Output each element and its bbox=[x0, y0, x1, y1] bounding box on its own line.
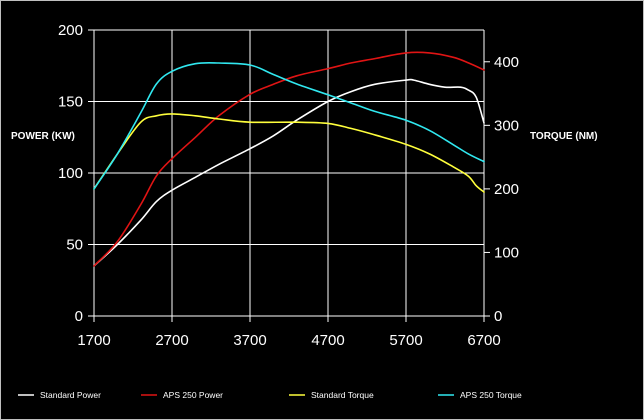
axes bbox=[88, 29, 490, 322]
y-left-tick-label: 150 bbox=[58, 94, 83, 111]
legend-label-aps-250-power: APS 250 Power bbox=[163, 390, 223, 400]
y-axis-left-label: POWER (KW) bbox=[11, 131, 75, 142]
y-right-tick-label: 400 bbox=[494, 54, 519, 71]
y-right-tick-label: 200 bbox=[494, 181, 519, 198]
legend-label-standard-power: Standard Power bbox=[40, 390, 101, 400]
y-axis-right-label: TORQUE (NM) bbox=[530, 131, 598, 142]
series-lines bbox=[93, 51, 485, 267]
x-tick-label: 6700 bbox=[467, 332, 500, 349]
y-left-tick-label: 100 bbox=[58, 165, 83, 182]
y-right-tick-label: 100 bbox=[494, 244, 519, 261]
y-left-tick-label: 200 bbox=[58, 22, 83, 39]
y-right-tick-label: 300 bbox=[494, 117, 519, 134]
y-left-tick-label: 0 bbox=[75, 308, 83, 325]
x-tick-label: 5700 bbox=[389, 332, 422, 349]
series-line-aps-250-torque bbox=[93, 61, 485, 190]
y-right-tick-label: 0 bbox=[494, 308, 502, 325]
tick-labels: 1700 2700 3700 4700 5700 6700 0 50 100 150 200 0 100… bbox=[58, 22, 519, 349]
legend: Standard Power APS 250 Power Standard Torq… bbox=[18, 390, 522, 400]
y-left-tick-label: 50 bbox=[66, 237, 83, 254]
x-tick-label: 1700 bbox=[77, 332, 110, 349]
x-tick-label: 4700 bbox=[311, 332, 344, 349]
legend-label-aps-250-torque: APS 250 Torque bbox=[460, 390, 522, 400]
x-tick-label: 3700 bbox=[233, 332, 266, 349]
legend-label-standard-torque: Standard Torque bbox=[311, 390, 374, 400]
x-tick-label: 2700 bbox=[155, 332, 188, 349]
series-line-standard-torque bbox=[93, 113, 485, 193]
series-line-standard-power bbox=[93, 78, 485, 267]
